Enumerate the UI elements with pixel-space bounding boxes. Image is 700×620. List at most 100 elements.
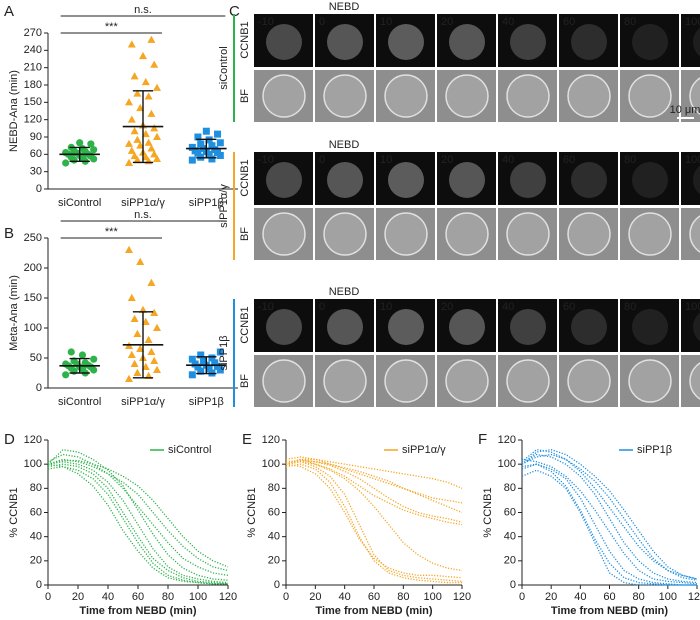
- point: [141, 77, 150, 86]
- group-label: siPP1β: [218, 335, 230, 370]
- x-tick-label: 40: [102, 591, 114, 603]
- y-tick-label: 20: [268, 555, 280, 567]
- cell-outline: [384, 74, 428, 118]
- point: [127, 293, 136, 301]
- cell-outline: [323, 74, 367, 118]
- point: [153, 154, 161, 162]
- group-label: siControl: [218, 46, 230, 89]
- point: [139, 51, 147, 60]
- x-tick-label: siPP1α/γ: [121, 396, 165, 408]
- y-tick-label: 250: [24, 232, 42, 244]
- timepoint-label: 20: [441, 301, 453, 313]
- trace: [47, 458, 229, 572]
- row-label: BF: [239, 89, 251, 103]
- significance: n.s.: [134, 4, 152, 16]
- row-label: CCNB1: [239, 21, 251, 58]
- point: [125, 374, 133, 382]
- point: [127, 146, 136, 154]
- trace: [285, 458, 463, 523]
- y-tick-label: 200: [24, 262, 42, 274]
- trace: [521, 463, 697, 586]
- point: [62, 159, 70, 167]
- cell-outline: [628, 212, 672, 256]
- panel-label: B: [4, 225, 14, 242]
- cell-outline: [567, 212, 611, 256]
- cell-signal: [327, 162, 363, 198]
- point: [141, 362, 150, 370]
- cell-signal: [449, 309, 485, 345]
- x-tick-label: 60: [603, 591, 615, 603]
- cell-outline: [384, 212, 428, 256]
- timepoint-label: 20: [441, 16, 453, 28]
- y-tick-label: 0: [36, 382, 42, 394]
- point: [144, 92, 153, 100]
- point: [147, 144, 156, 152]
- timepoint-label: 0: [319, 301, 325, 313]
- cell-outline: [262, 212, 306, 256]
- legend-label: siPP1α/γ: [402, 444, 446, 456]
- cell-outline: [384, 359, 428, 403]
- significance: ***: [105, 226, 119, 238]
- point: [211, 146, 219, 154]
- point: [188, 371, 196, 379]
- cell-signal: [327, 309, 363, 345]
- timepoint-label: 10: [380, 16, 392, 28]
- cell-outline: [323, 359, 367, 403]
- x-tick-label: 0: [519, 591, 525, 603]
- cell-signal: [693, 312, 700, 342]
- point: [214, 362, 222, 370]
- cell-signal: [266, 162, 302, 198]
- point: [127, 350, 136, 358]
- panel-label: F: [478, 431, 487, 448]
- point: [200, 357, 208, 365]
- point: [127, 40, 136, 48]
- point: [208, 354, 216, 362]
- event-label: NEBD: [329, 286, 360, 298]
- scale-label: 10 μm: [670, 104, 700, 116]
- x-axis-label: Time from NEBD (min): [79, 605, 196, 617]
- y-tick-label: 60: [30, 148, 42, 160]
- point: [133, 329, 142, 337]
- cell-outline: [506, 74, 550, 118]
- point: [130, 127, 139, 135]
- y-tick-label: 40: [30, 531, 42, 543]
- panel-label: D: [4, 431, 15, 448]
- trace: [47, 453, 229, 576]
- y-tick-label: 210: [24, 62, 42, 74]
- y-tick-label: 120: [262, 434, 280, 446]
- trace: [521, 448, 698, 580]
- point: [127, 115, 136, 123]
- point: [76, 139, 84, 147]
- timepoint-label: 100 min: [685, 154, 700, 166]
- point: [136, 344, 145, 352]
- cell-outline: [445, 74, 489, 118]
- y-tick-label: 60: [504, 506, 516, 518]
- trace: [47, 463, 229, 585]
- legend-label: siControl: [168, 444, 211, 456]
- trace: [285, 458, 463, 526]
- timepoint-label: -10: [258, 301, 274, 313]
- cell-outline: [689, 215, 700, 253]
- point: [216, 139, 224, 147]
- x-axis-label: Time from NEBD (min): [551, 605, 668, 617]
- trace: [285, 459, 463, 514]
- y-tick-label: 30: [30, 166, 42, 178]
- point: [136, 103, 145, 112]
- point: [153, 132, 161, 140]
- y-tick-label: 150: [24, 292, 42, 304]
- cell-signal: [510, 162, 546, 198]
- y-axis-label: Meta-Ana (min): [8, 275, 20, 351]
- point: [150, 150, 159, 158]
- point: [125, 98, 133, 106]
- cell-signal: [571, 162, 607, 198]
- trace: [521, 448, 698, 580]
- point: [125, 245, 133, 253]
- cell-outline: [262, 359, 306, 403]
- cell-signal: [571, 24, 607, 60]
- timepoint-label: 60: [563, 301, 575, 313]
- y-tick-label: 40: [504, 531, 516, 543]
- cell-signal: [266, 24, 302, 60]
- trace: [47, 465, 228, 585]
- trace: [521, 458, 698, 585]
